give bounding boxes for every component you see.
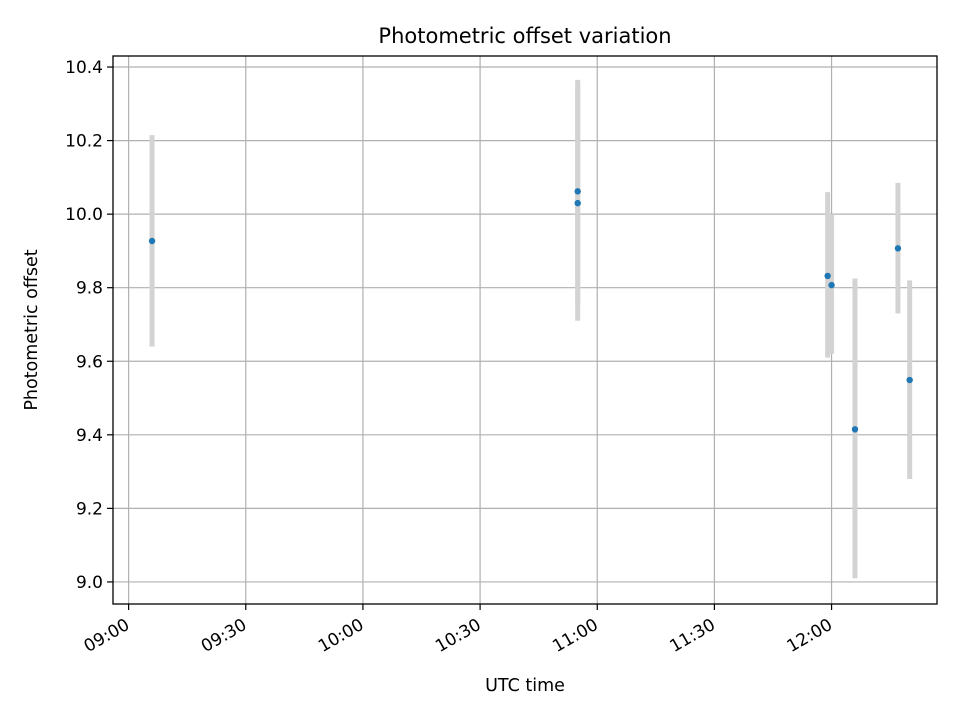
plot-frame <box>112 55 938 605</box>
x-axis-title: UTC time <box>485 676 565 696</box>
data-point <box>851 426 859 433</box>
data-point <box>828 281 835 289</box>
y-tick-label: 9.0 <box>76 573 103 593</box>
data-point <box>894 245 902 252</box>
data-point <box>574 199 581 207</box>
chart-title: Photometric offset variation <box>378 24 671 48</box>
grid <box>113 56 937 604</box>
data-point <box>574 188 581 195</box>
y-tick-label: 10.4 <box>65 58 103 78</box>
data-point <box>148 237 156 245</box>
y-tick-label: 9.8 <box>76 279 103 299</box>
y-tick-label: 10.2 <box>65 132 103 152</box>
y-tick-label: 9.6 <box>76 352 103 372</box>
y-tick-label: 9.2 <box>76 499 103 519</box>
y-tick-label: 9.4 <box>76 426 103 446</box>
y-axis-ticks: 9.0 9.2 9.4 9.6 9.8 10.0 10.2 10.4 <box>65 58 113 593</box>
data-points <box>148 188 913 433</box>
y-tick-label: 10.0 <box>65 205 103 225</box>
y-axis-title: Photometric offset <box>22 249 42 410</box>
data-point <box>906 376 913 384</box>
data-point <box>824 272 831 280</box>
